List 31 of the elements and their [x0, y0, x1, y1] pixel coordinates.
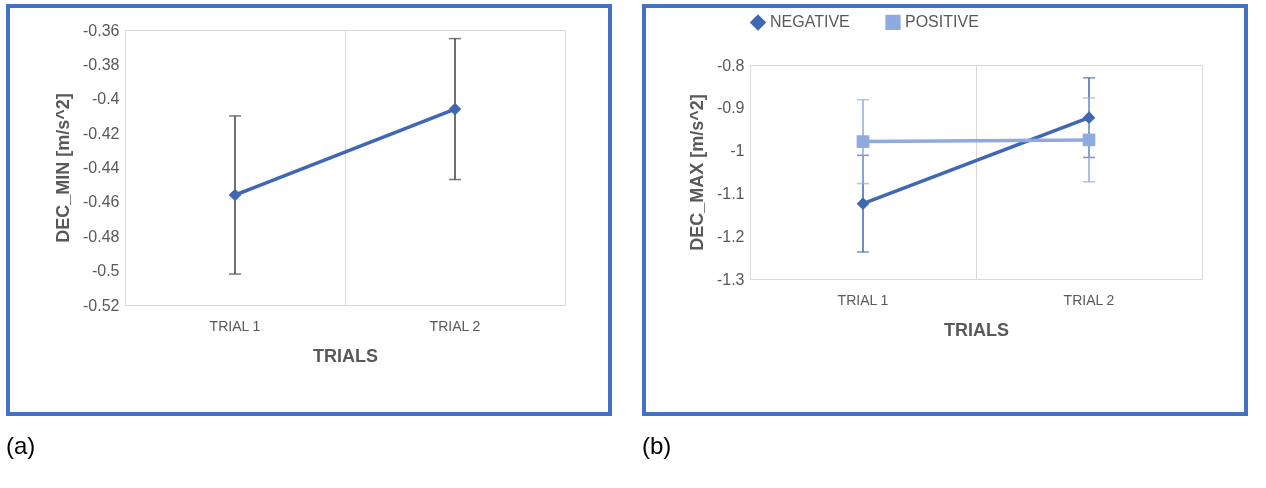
y-tick-label: -0.4	[91, 90, 120, 108]
y-tick-label: -0.38	[82, 55, 120, 73]
y-tick-label: -0.52	[82, 296, 120, 314]
point	[856, 135, 870, 148]
x-tick-label: TRIAL 2	[429, 317, 481, 334]
y-tick-label: -1	[730, 142, 745, 160]
y-tick-label: -0.8	[716, 56, 745, 74]
x-tick-label: TRIAL 1	[837, 291, 889, 308]
y-tick-label: -0.48	[82, 227, 120, 245]
y-tick-label: -0.42	[82, 124, 120, 142]
y-tick-label: -1.1	[716, 184, 745, 202]
y-tick-label: -0.46	[82, 193, 120, 211]
y-tick-label: -1.2	[716, 227, 745, 245]
x-axis-title: TRIALS	[944, 319, 1009, 340]
point	[1082, 133, 1096, 147]
y-axis-title: DEC_MAX [m/s^2]	[686, 94, 707, 251]
y-tick-label: -0.5	[91, 262, 120, 280]
point	[856, 197, 870, 210]
y-tick-label: -1.3	[716, 270, 745, 288]
x-axis-title: TRIALS	[312, 345, 378, 366]
y-tick-label: -0.9	[716, 99, 745, 117]
legend-label: POSITIVE	[905, 13, 979, 31]
text: (b)	[642, 432, 673, 460]
y-tick-label: -0.44	[82, 159, 120, 176]
x-tick-label: TRIAL 2	[1063, 291, 1115, 308]
point	[1082, 111, 1096, 124]
legend-label: NEGATIVE	[770, 13, 850, 31]
y-tick-label: -0.36	[82, 21, 120, 39]
y-axis-title: DEC_MIN [m/s^2]	[52, 93, 73, 243]
text: (a)	[6, 432, 37, 460]
x-tick-label: TRIAL 1	[209, 317, 261, 334]
